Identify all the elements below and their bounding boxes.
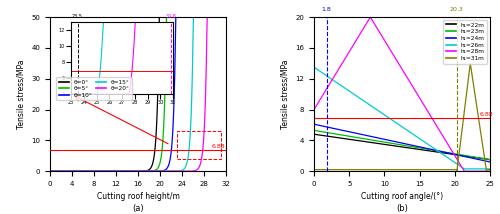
Text: (b): (b) — [396, 204, 408, 213]
Text: 20.3: 20.3 — [450, 7, 464, 12]
Legend: h₁=22m, h₁=23m, h₁=24m, h₁=26m, h₁=28m, h₁=31m: h₁=22m, h₁=23m, h₁=24m, h₁=26m, h₁=28m, … — [444, 20, 487, 64]
X-axis label: Cutting roof angle/(°): Cutting roof angle/(°) — [361, 192, 443, 201]
Y-axis label: Tensile stress/MPa: Tensile stress/MPa — [280, 59, 289, 129]
X-axis label: Cutting roof height/m: Cutting roof height/m — [96, 192, 180, 201]
Text: 1.8: 1.8 — [322, 7, 332, 12]
Text: 6.88: 6.88 — [212, 144, 225, 149]
Legend: θ=0°, θ=5°, θ=10°, θ=15°, θ=20°: θ=0°, θ=5°, θ=10°, θ=15°, θ=20° — [56, 77, 132, 100]
Bar — [176, 131, 220, 159]
Text: (a): (a) — [132, 204, 144, 213]
Text: 6.88: 6.88 — [480, 112, 494, 117]
Y-axis label: Tensile stress/MPa: Tensile stress/MPa — [16, 59, 26, 129]
